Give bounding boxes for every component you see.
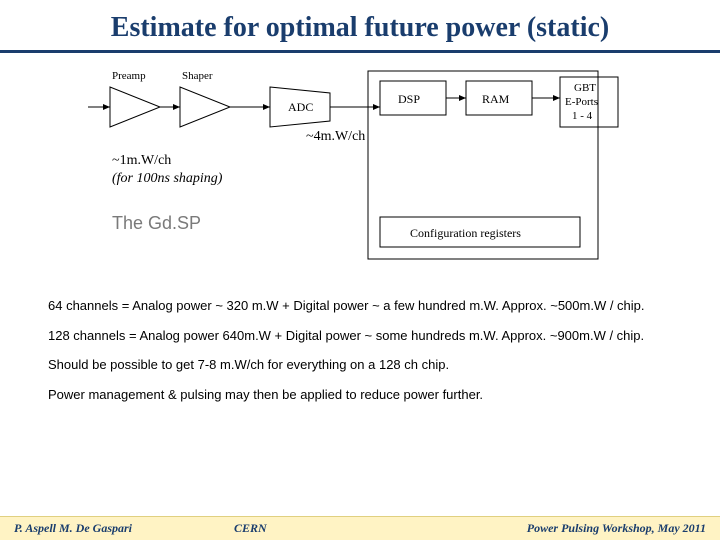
footer: P. Aspell M. De Gaspari CERN Power Pulsi… <box>0 516 720 540</box>
svg-text:Preamp: Preamp <box>112 70 146 82</box>
svg-text:ADC: ADC <box>288 100 313 114</box>
preamp-power-annotation: ~1m.W/ch <box>112 153 171 169</box>
footer-authors: P. Aspell M. De Gaspari <box>14 521 234 536</box>
svg-text:GBT: GBT <box>574 82 596 94</box>
bullet-7-8mw: Should be possible to get 7-8 m.W/ch for… <box>48 356 672 374</box>
preamp-shaping-note: (for 100ns shaping) <box>112 171 222 187</box>
body-text: 64 channels = Analog power ~ 320 m.W + D… <box>0 293 720 423</box>
bullet-64ch: 64 channels = Analog power ~ 320 m.W + D… <box>48 297 672 315</box>
title-underline <box>0 50 720 53</box>
svg-text:Shaper: Shaper <box>182 70 213 82</box>
footer-event: Power Pulsing Workshop, May 2011 <box>466 521 706 536</box>
bullet-power-mgmt: Power management & pulsing may then be a… <box>48 386 672 404</box>
bullet-128ch: 128 channels = Analog power 640m.W + Dig… <box>48 327 672 345</box>
footer-org: CERN <box>234 521 466 536</box>
diagram-svg: ADC DSP RAM GBT E-Ports 1 - 4 Configurat… <box>70 65 650 275</box>
svg-text:Configuration registers: Configuration registers <box>410 226 521 240</box>
adc-power-annotation: ~4m.W/ch <box>306 129 365 145</box>
svg-text:1 - 4: 1 - 4 <box>572 110 593 122</box>
gdsp-label: The Gd.SP <box>112 213 201 234</box>
page-title: Estimate for optimal future power (stati… <box>0 0 720 50</box>
svg-text:RAM: RAM <box>482 92 510 106</box>
svg-text:DSP: DSP <box>398 92 420 106</box>
block-diagram: ADC DSP RAM GBT E-Ports 1 - 4 Configurat… <box>70 65 650 275</box>
svg-text:E-Ports: E-Ports <box>565 96 598 108</box>
